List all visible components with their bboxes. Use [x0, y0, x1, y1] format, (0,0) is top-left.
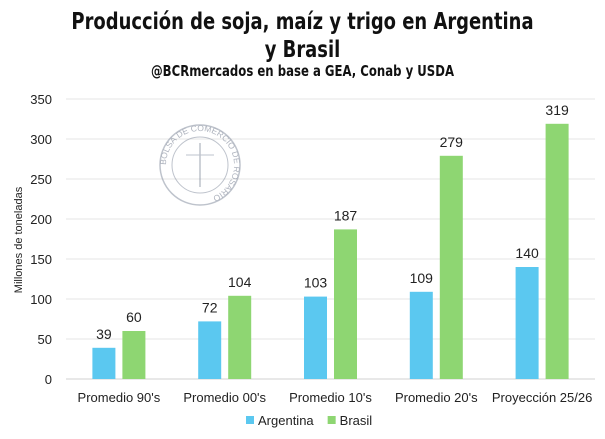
bar-brasil: [439, 155, 463, 379]
data-label: 109: [410, 270, 434, 286]
chart-title: Producción de soja, maíz y trigo en Arge…: [71, 9, 534, 63]
y-tick-label: 200: [30, 212, 52, 227]
chart-subtitle: @BCRmercados en base a GEA, Conab y USDA: [150, 62, 455, 80]
bar-argentina: [92, 347, 116, 379]
y-tick-label: 250: [30, 172, 52, 187]
x-tick-label: Proyección 25/26: [492, 390, 592, 405]
data-label: 279: [440, 134, 464, 150]
bar-brasil: [228, 295, 252, 379]
data-label: 140: [515, 245, 539, 261]
legend-swatch: [246, 416, 254, 424]
y-tick-label: 0: [45, 372, 52, 387]
data-label: 103: [304, 275, 328, 291]
x-tick-label: Promedio 10's: [289, 390, 372, 405]
y-tick-label: 300: [30, 132, 52, 147]
legend-label: Brasil: [340, 413, 373, 428]
bar-argentina: [198, 321, 222, 379]
y-tick-label: 50: [38, 332, 52, 347]
bar-brasil: [334, 229, 357, 379]
legend-label: Argentina: [258, 413, 314, 428]
data-label: 72: [202, 299, 218, 315]
bcr-seal-watermark: BOLSA DE COMERCIO DE ROSARIO: [158, 123, 242, 206]
data-label: 60: [126, 309, 142, 325]
y-tick-label: 350: [30, 92, 52, 107]
y-tick-label: 150: [30, 252, 52, 267]
data-label: 104: [228, 274, 252, 290]
legend-swatch: [327, 416, 336, 424]
bar-argentina: [409, 291, 433, 379]
y-axis-label: Millones de toneladas: [13, 186, 25, 293]
x-tick-label: Promedio 20's: [395, 390, 478, 405]
bar-brasil: [122, 331, 146, 379]
data-label: 187: [334, 207, 358, 223]
bar-brasil: [545, 123, 569, 379]
y-tick-label: 100: [30, 292, 52, 307]
data-label: 319: [545, 102, 569, 118]
x-tick-label: Promedio 90's: [78, 390, 161, 405]
x-tick-label: Promedio 00's: [183, 390, 266, 405]
bar-argentina: [515, 267, 539, 379]
bar-argentina: [304, 296, 327, 379]
data-label: 39: [96, 326, 112, 342]
